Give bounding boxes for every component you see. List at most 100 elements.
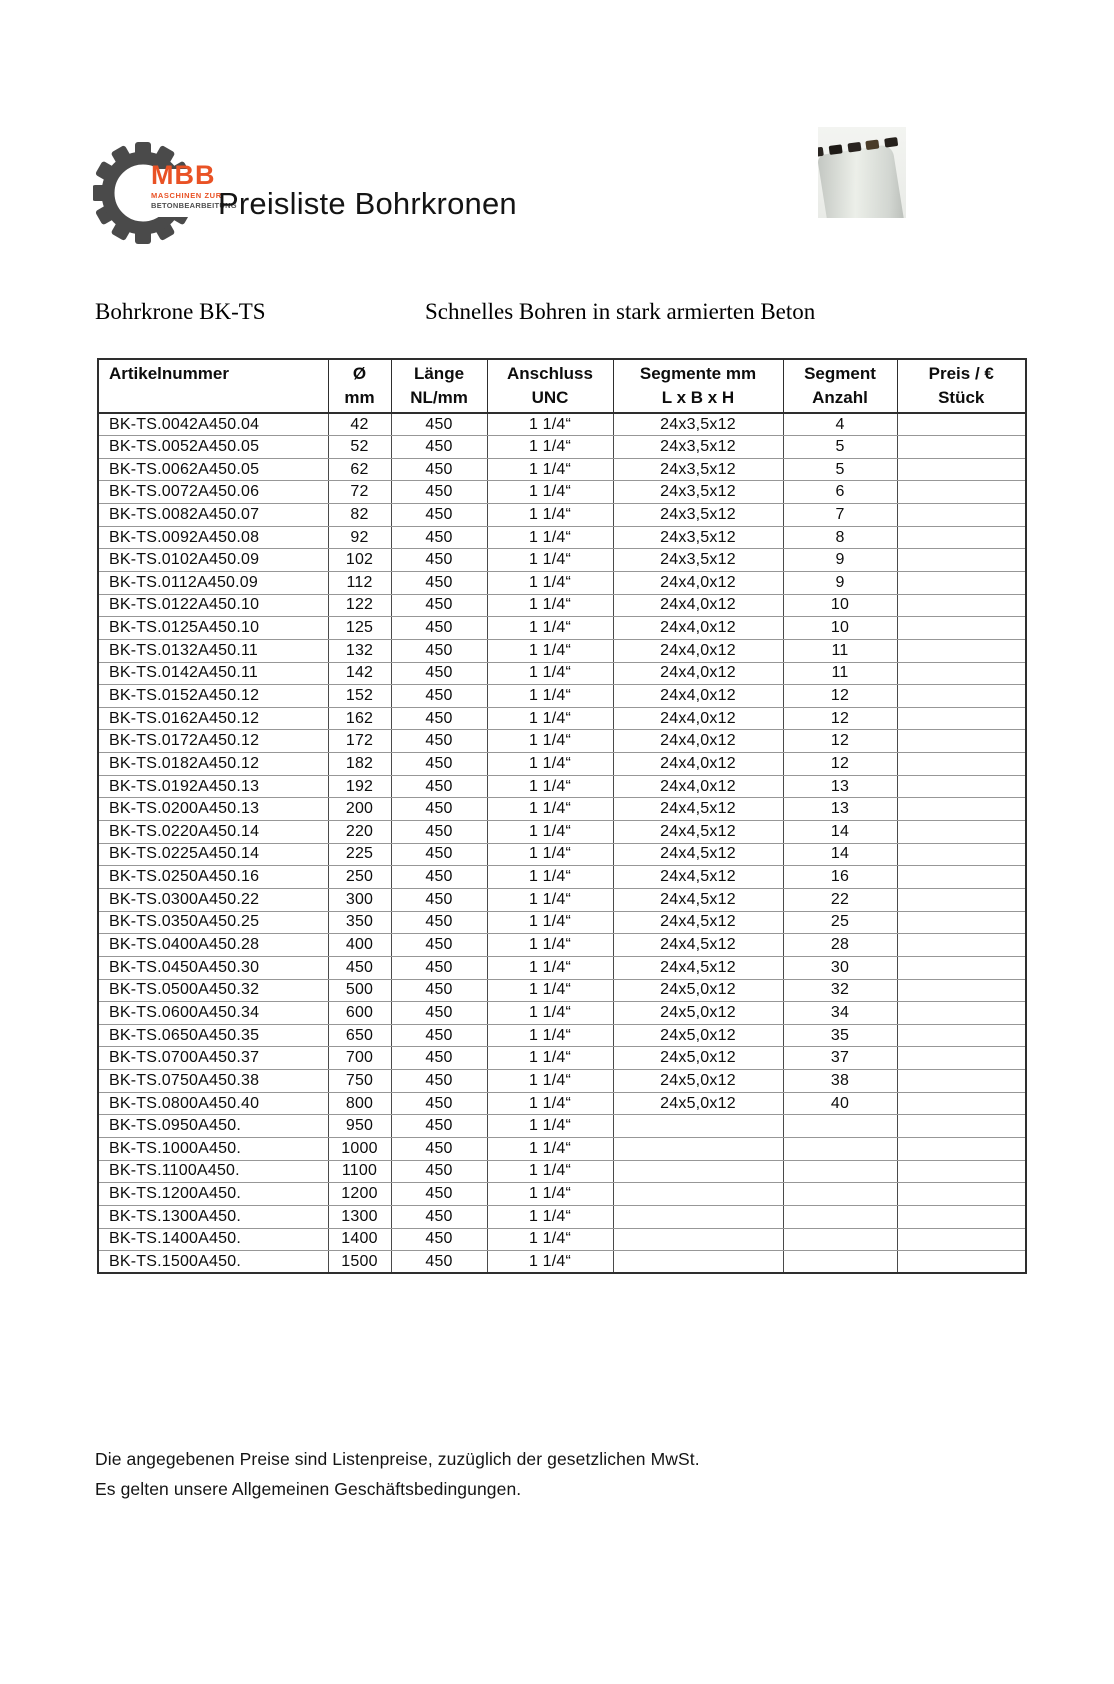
cell-segmente: 24x5,0x12 (612, 1069, 784, 1093)
table-row: BK-TS.1300A450. 1300 450 1 1/4“ (97, 1204, 1027, 1229)
cell-durchmesser: 650 (327, 1023, 392, 1048)
cell-anschluss: 1 1/4“ (486, 933, 614, 957)
cell-durchmesser: 300 (327, 887, 392, 912)
cell-segmente: 24x4,0x12 (612, 752, 784, 776)
footer-note-prices: Die angegebenen Preise sind Listenpreise… (95, 1449, 700, 1469)
cell-durchmesser: 1200 (327, 1182, 392, 1206)
cell-durchmesser: 92 (327, 525, 392, 550)
cell-anschluss: 1 1/4“ (486, 1046, 614, 1071)
cell-preis (896, 887, 1027, 912)
cell-preis (896, 525, 1027, 550)
cell-anschluss: 1 1/4“ (486, 525, 614, 550)
table-row: BK-TS.0082A450.07 82 450 1 1/4“ 24x3,5x12 7 (97, 503, 1027, 527)
table-row: BK-TS.0182A450.12 182 450 1 1/4“ 24x4,0x12 12 (97, 752, 1027, 776)
cell-artikelnummer: BK-TS.0200A450.13 (97, 797, 329, 822)
cell-segmente: 24x3,5x12 (612, 480, 784, 505)
cell-artikelnummer: BK-TS.0172A450.12 (97, 729, 329, 754)
cell-laenge: 450 (390, 503, 488, 527)
table-row: BK-TS.0172A450.12 172 450 1 1/4“ 24x4,0x12 12 (97, 729, 1027, 754)
cell-laenge: 450 (390, 797, 488, 822)
cell-segment-anzahl: 9 (782, 570, 898, 595)
cell-preis (896, 1001, 1027, 1025)
cell-segment-anzahl (782, 1250, 898, 1274)
cell-preis (896, 1159, 1027, 1184)
cell-segmente: 24x5,0x12 (612, 1023, 784, 1048)
cell-preis (896, 1091, 1027, 1116)
cell-preis (896, 435, 1027, 459)
cell-laenge: 450 (390, 933, 488, 957)
cell-segment-anzahl: 7 (782, 503, 898, 527)
cell-segment-anzahl: 6 (782, 480, 898, 505)
cell-preis (896, 774, 1027, 799)
company-logo: MBB MASCHINEN ZUR BETONBEARBEITUNG (93, 138, 243, 256)
table-row: BK-TS.0300A450.22 300 450 1 1/4“ 24x4,5x12 22 (97, 887, 1027, 912)
cell-preis (896, 1046, 1027, 1071)
col-header-artikelnummer: Artikelnummer (97, 358, 329, 414)
cell-laenge: 450 (390, 548, 488, 572)
cell-anschluss: 1 1/4“ (486, 638, 614, 663)
footer-note-terms: Es gelten unsere Allgemeinen Geschäftsbe… (95, 1479, 522, 1499)
col-header-segment-anzahl: Segment Anzahl (782, 358, 898, 414)
cell-segment-anzahl (782, 1159, 898, 1184)
cell-laenge: 450 (390, 525, 488, 550)
table-row: BK-TS.0192A450.13 192 450 1 1/4“ 24x4,0x12 13 (97, 774, 1027, 799)
cell-anschluss: 1 1/4“ (486, 1069, 614, 1093)
cell-artikelnummer: BK-TS.0112A450.09 (97, 570, 329, 595)
table-row: BK-TS.0162A450.12 162 450 1 1/4“ 24x4,0x12 12 (97, 706, 1027, 731)
cell-artikelnummer: BK-TS.0300A450.22 (97, 887, 329, 912)
cell-artikelnummer: BK-TS.1100A450. (97, 1159, 329, 1184)
cell-anschluss: 1 1/4“ (486, 457, 614, 482)
cell-anschluss: 1 1/4“ (486, 887, 614, 912)
table-row: BK-TS.0062A450.05 62 450 1 1/4“ 24x3,5x12 5 (97, 457, 1027, 482)
cell-laenge: 450 (390, 570, 488, 595)
cell-laenge: 450 (390, 1114, 488, 1138)
cell-laenge: 450 (390, 412, 488, 437)
cell-artikelnummer: BK-TS.0182A450.12 (97, 752, 329, 776)
table-row: BK-TS.0700A450.37 700 450 1 1/4“ 24x5,0x12 37 (97, 1046, 1027, 1071)
cell-laenge: 450 (390, 1046, 488, 1071)
cell-segmente: 24x5,0x12 (612, 1046, 784, 1071)
cell-preis (896, 1182, 1027, 1206)
cell-anschluss: 1 1/4“ (486, 548, 614, 572)
cell-artikelnummer: BK-TS.1300A450. (97, 1204, 329, 1229)
cell-anschluss: 1 1/4“ (486, 435, 614, 459)
cell-segment-anzahl (782, 1204, 898, 1229)
cell-segment-anzahl: 32 (782, 978, 898, 1003)
table-row: BK-TS.0052A450.05 52 450 1 1/4“ 24x3,5x12 5 (97, 435, 1027, 459)
table-row: BK-TS.0092A450.08 92 450 1 1/4“ 24x3,5x12 8 (97, 525, 1027, 550)
cell-segmente: 24x4,5x12 (612, 842, 784, 867)
cell-segmente: 24x4,0x12 (612, 706, 784, 731)
cell-laenge: 450 (390, 1001, 488, 1025)
cell-preis (896, 752, 1027, 776)
cell-anschluss: 1 1/4“ (486, 1204, 614, 1229)
cell-preis (896, 820, 1027, 844)
cell-artikelnummer: BK-TS.0142A450.11 (97, 661, 329, 686)
cell-anschluss: 1 1/4“ (486, 797, 614, 822)
cell-laenge: 450 (390, 752, 488, 776)
cell-artikelnummer: BK-TS.0042A450.04 (97, 412, 329, 437)
cell-laenge: 450 (390, 1137, 488, 1161)
cell-durchmesser: 750 (327, 1069, 392, 1093)
cell-segmente: 24x4,0x12 (612, 661, 784, 686)
cell-laenge: 450 (390, 910, 488, 935)
cell-anschluss: 1 1/4“ (486, 412, 614, 437)
table-row: BK-TS.1500A450. 1500 450 1 1/4“ (97, 1250, 1027, 1274)
table-row: BK-TS.0650A450.35 650 450 1 1/4“ 24x5,0x12 35 (97, 1023, 1027, 1048)
logo-tagline-2: BETONBEARBEITUNG (151, 201, 237, 210)
cell-segment-anzahl: 34 (782, 1001, 898, 1025)
cell-artikelnummer: BK-TS.1200A450. (97, 1182, 329, 1206)
cell-durchmesser: 125 (327, 616, 392, 640)
cell-artikelnummer: BK-TS.0152A450.12 (97, 684, 329, 708)
table-row: BK-TS.0042A450.04 42 450 1 1/4“ 24x3,5x12 4 (97, 412, 1027, 437)
cell-anschluss: 1 1/4“ (486, 1159, 614, 1184)
table-row: BK-TS.0125A450.10 125 450 1 1/4“ 24x4,0x12 10 (97, 616, 1027, 640)
cell-durchmesser: 162 (327, 706, 392, 731)
product-description: Schnelles Bohren in stark armierten Beto… (425, 299, 816, 324)
cell-anschluss: 1 1/4“ (486, 1023, 614, 1048)
cell-anschluss: 1 1/4“ (486, 820, 614, 844)
col-header-preis: Preis / € Stück (896, 358, 1027, 414)
cell-durchmesser: 500 (327, 978, 392, 1003)
cell-artikelnummer: BK-TS.1400A450. (97, 1227, 329, 1252)
cell-durchmesser: 600 (327, 1001, 392, 1025)
